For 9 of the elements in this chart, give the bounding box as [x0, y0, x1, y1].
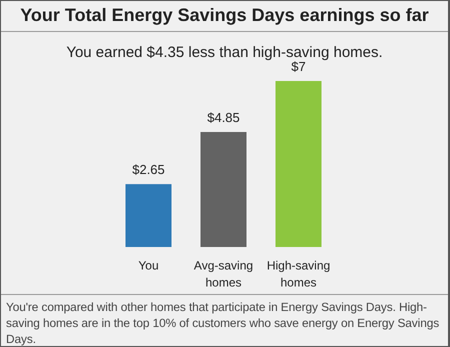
x-tick-label: High-saving homes	[266, 258, 330, 290]
chart-subtitle: You earned $4.35 less than high-saving homes.	[65, 44, 384, 61]
chart-title: Your Total Energy Savings Days earnings so far	[1, 1, 448, 32]
x-tick-label: Avg-saving homes	[194, 258, 254, 290]
data-label: $2.65	[132, 162, 165, 178]
data-label: $4.85	[207, 110, 240, 125]
x-tick-label: You	[138, 258, 159, 272]
text: You're compared with other homes that participate in Energy Savings Days. High-saving homes are in the top 10% of customers who save energy on Energy Savings Days.	[1, 294, 450, 347]
data-label: $7	[291, 59, 306, 74]
